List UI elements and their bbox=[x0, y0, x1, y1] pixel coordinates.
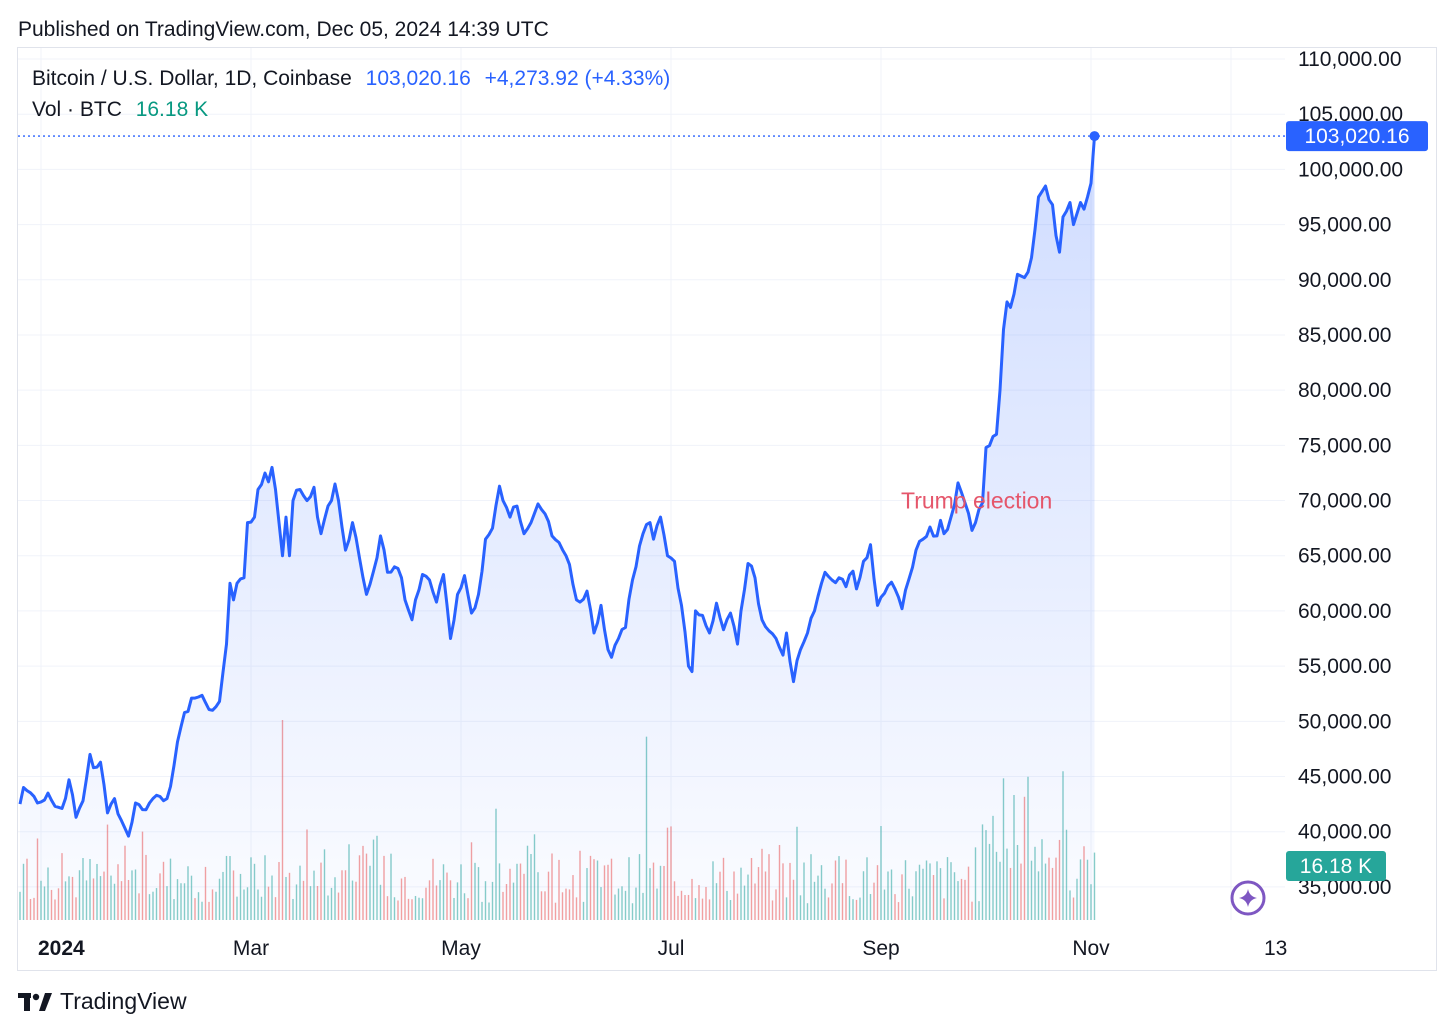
y-tick-label: 75,000.00 bbox=[1298, 434, 1391, 457]
x-tick-label: Jul bbox=[658, 937, 685, 960]
tradingview-logo-icon bbox=[18, 992, 52, 1011]
y-tick-label: 85,000.00 bbox=[1298, 324, 1391, 347]
y-tick-label: 90,000.00 bbox=[1298, 269, 1391, 292]
y-tick-label: 45,000.00 bbox=[1298, 766, 1391, 789]
svg-text:16.18 K: 16.18 K bbox=[1300, 855, 1372, 878]
tradingview-footer[interactable]: TradingView bbox=[18, 988, 187, 1015]
y-tick-label: 40,000.00 bbox=[1298, 821, 1391, 844]
x-tick-label: Mar bbox=[233, 937, 269, 960]
tradingview-brand: TradingView bbox=[60, 988, 187, 1014]
y-tick-label: 55,000.00 bbox=[1298, 655, 1391, 678]
chart-frame bbox=[17, 47, 1437, 971]
volume-badge: 16.18 K bbox=[1286, 851, 1386, 881]
y-tick-label: 110,000.00 bbox=[1298, 48, 1402, 71]
y-tick-label: 65,000.00 bbox=[1298, 545, 1391, 568]
price-axis[interactable]: 35,000.00 40,000.00 45,000.00 50,000.00 55,0… bbox=[1298, 48, 1403, 899]
y-tick-label: 80,000.00 bbox=[1298, 379, 1391, 402]
legend-volume-row[interactable]: Vol · BTC 16.18 K bbox=[32, 98, 216, 122]
y-tick-label: 100,000.00 bbox=[1298, 158, 1403, 181]
y-tick-label: 105,000.00 bbox=[1298, 103, 1403, 126]
x-tick-label: 2024 bbox=[38, 937, 85, 960]
trump-election-annotation: Trump election bbox=[901, 488, 1052, 514]
x-tick-label: May bbox=[441, 937, 481, 960]
svg-text:103,020.16: 103,020.16 bbox=[1304, 125, 1409, 148]
y-tick-label: 95,000.00 bbox=[1298, 214, 1391, 237]
y-tick-label: 35,000.00 bbox=[1298, 876, 1391, 899]
x-tick-label: 13 bbox=[1264, 937, 1287, 960]
price-line bbox=[18, 135, 1096, 838]
volume-label: Vol · BTC bbox=[32, 98, 122, 121]
volume-value: 16.18 K bbox=[135, 98, 209, 121]
legend-symbol-row[interactable]: Bitcoin / U.S. Dollar, 1D, Coinbase 103,… bbox=[32, 67, 678, 91]
price-change-value: +4,273.92 (+4.33%) bbox=[484, 67, 671, 90]
last-price-value: 103,020.16 bbox=[365, 67, 471, 90]
sparkle-icon bbox=[1239, 889, 1257, 907]
sparkle-icon-button[interactable] bbox=[1230, 880, 1266, 916]
y-tick-label: 50,000.00 bbox=[1298, 710, 1391, 733]
price-badge: 103,020.16 bbox=[1286, 121, 1428, 152]
y-tick-label: 70,000.00 bbox=[1298, 490, 1391, 513]
published-caption: Published on TradingView.com, Dec 05, 20… bbox=[18, 18, 549, 41]
y-tick-label: 60,000.00 bbox=[1298, 600, 1391, 623]
last-price-dot bbox=[1089, 131, 1100, 142]
time-axis[interactable]: 2024 Mar May Jul Sep Nov 13 bbox=[38, 937, 1287, 960]
x-tick-label: Nov bbox=[1072, 937, 1110, 960]
price-area bbox=[20, 136, 1095, 921]
symbol-name: Bitcoin / U.S. Dollar, 1D, Coinbase bbox=[32, 67, 352, 90]
x-tick-label: Sep bbox=[862, 937, 899, 960]
